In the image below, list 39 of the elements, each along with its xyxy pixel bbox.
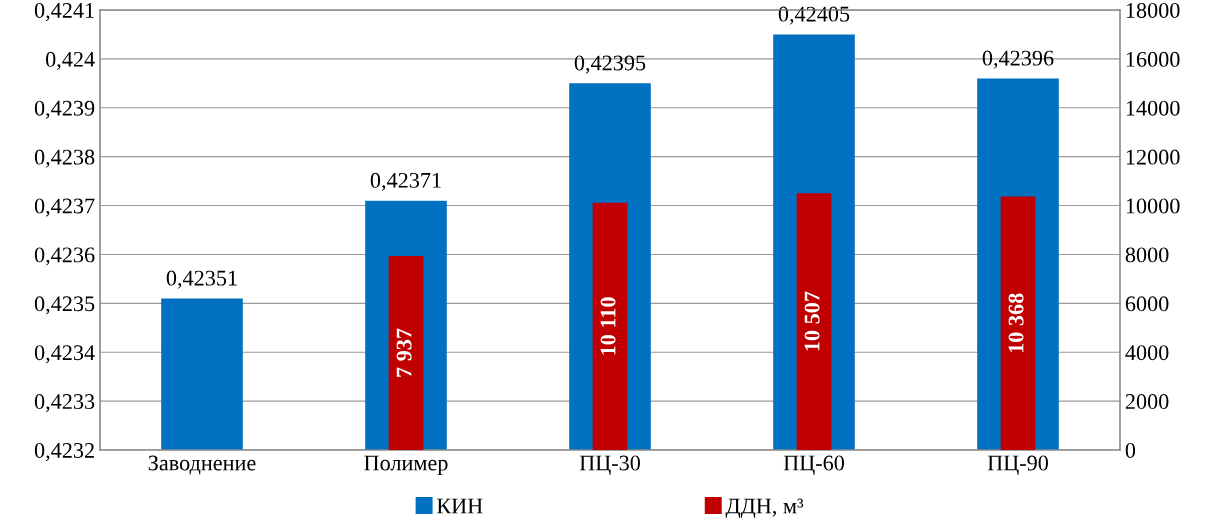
y-tick-label: 0,4232 (34, 442, 94, 462)
data-label: 0,42405 (778, 6, 850, 25)
y-tick-label: 0,4235 (34, 296, 95, 315)
y-tick-label: 0,4239 (34, 100, 95, 119)
data-label: 7 937 (396, 328, 412, 377)
bar (796, 193, 832, 450)
y2-tick-label: 0 (1125, 442, 1136, 458)
y2-tick-label: 18000 (1126, 2, 1180, 18)
y2-tick-label: 14000 (1126, 100, 1180, 116)
data-label: 0,42396 (982, 50, 1054, 69)
y2-tick-label: 4000 (1125, 345, 1169, 361)
x-tick-label: ПЦ-60 (783, 455, 845, 476)
y2-tick-label: 12000 (1126, 149, 1180, 165)
legend-label: КИН (436, 498, 483, 514)
y2-tick-label: 10000 (1126, 198, 1180, 214)
data-label: 0,42351 (166, 270, 237, 289)
x-tick-label: ПЦ-90 (987, 455, 1049, 476)
y-tick-label: 0,4233 (34, 394, 95, 413)
y2-tick-label: 16000 (1126, 51, 1180, 67)
data-label: 0,42371 (370, 172, 441, 192)
data-label: 10 110 (600, 297, 616, 355)
y2-tick-label: 8000 (1125, 247, 1169, 263)
bar (1000, 196, 1036, 450)
y-tick-label: 0,424 (45, 51, 95, 71)
y-tick-label: 0,4234 (34, 345, 95, 364)
bar (592, 202, 628, 450)
y2-tick-label: 6000 (1125, 296, 1169, 312)
y2-tick-label: 2000 (1125, 394, 1169, 410)
x-tick-label: Заводнение (148, 455, 256, 475)
x-tick-label: Полимер (364, 455, 448, 476)
y-tick-label: 0,4241 (34, 2, 94, 22)
x-tick-label: ПЦ-30 (579, 455, 641, 476)
data-label: 0,42395 (574, 55, 646, 74)
y-tick-label: 0,4237 (34, 198, 95, 217)
y-tick-label: 0,4238 (34, 149, 95, 168)
legend-label: ДДН, м³ (725, 498, 804, 518)
y-tick-label: 0,4236 (34, 247, 95, 266)
data-label: 10 368 (1008, 293, 1024, 353)
data-label: 10 507 (804, 291, 820, 351)
